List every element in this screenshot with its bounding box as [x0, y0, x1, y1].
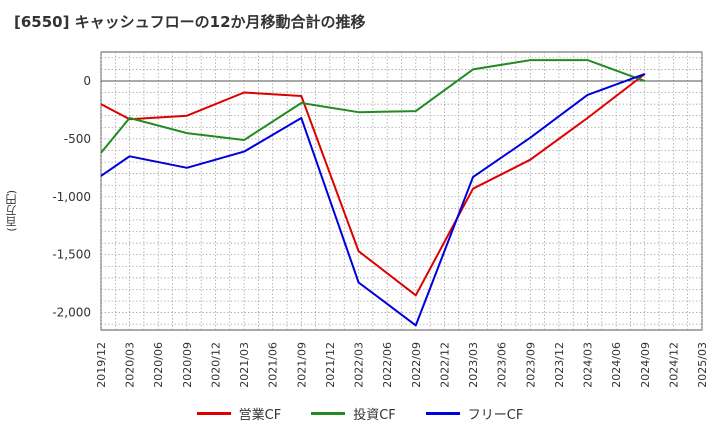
y-tick-label: -1,500: [52, 248, 91, 262]
x-tick-label: 2024/09: [639, 342, 652, 388]
y-tick-label: -2,000: [52, 306, 91, 320]
x-tick-label: 2021/09: [295, 342, 308, 388]
legend-item-investing-cf: 投資CF: [311, 404, 396, 423]
legend-item-operating-cf: 営業CF: [196, 404, 282, 423]
y-tick-label: -1,000: [52, 190, 91, 204]
legend-swatch-operating-cf: [196, 412, 231, 415]
x-tick-label: 2023/03: [467, 342, 480, 388]
legend: 営業CF 投資CF フリーCF: [0, 404, 720, 423]
legend-swatch-investing-cf: [311, 412, 346, 415]
x-tick-label: 2023/09: [524, 342, 537, 388]
x-tick-label: 2019/12: [95, 342, 108, 388]
x-tick-label: 2022/09: [410, 342, 423, 388]
legend-item-free-cf: フリーCF: [425, 404, 524, 423]
x-tick-label: 2021/06: [267, 342, 280, 388]
series-line-investing-cf: [100, 59, 646, 154]
x-tick-label: 2021/03: [238, 342, 251, 388]
legend-label-free-cf: フリーCF: [467, 408, 524, 423]
legend-swatch-free-cf: [425, 412, 460, 415]
x-tick-label: 2022/06: [381, 342, 394, 388]
series-line-free-cf: [100, 73, 646, 327]
x-tick-label: 2024/06: [610, 342, 623, 388]
x-tick-label: 2024/03: [582, 342, 595, 388]
x-tick-label: 2022/12: [438, 342, 451, 388]
legend-label-investing-cf: 投資CF: [353, 408, 396, 423]
chart-plot: 0 -500 -1,000 -1,500 -2,000 2019/12 2020/03 20…: [52, 51, 709, 388]
x-tick-label: 2021/12: [324, 342, 337, 388]
legend-label-operating-cf: 営業CF: [238, 408, 282, 423]
x-tick-label: 2020/12: [209, 342, 222, 388]
x-tick-label: 2022/03: [353, 342, 366, 388]
x-tick-label: 2023/12: [553, 342, 566, 388]
y-tick-label: -500: [64, 132, 91, 146]
x-tick-label: 2020/06: [152, 342, 165, 388]
x-tick-label: 2024/12: [667, 342, 680, 388]
series-line-operating-cf: [100, 73, 646, 297]
chart-title: [6550] キャッシュフローの12か月移動合計の推移: [14, 13, 366, 31]
x-tick-label: 2025/03: [696, 342, 709, 388]
y-tick-label: 0: [83, 74, 91, 88]
x-tick-label: 2020/03: [124, 342, 137, 388]
plot-area: [100, 51, 703, 331]
x-tick-label: 2020/09: [181, 342, 194, 388]
x-tick-label: 2023/06: [496, 342, 509, 388]
